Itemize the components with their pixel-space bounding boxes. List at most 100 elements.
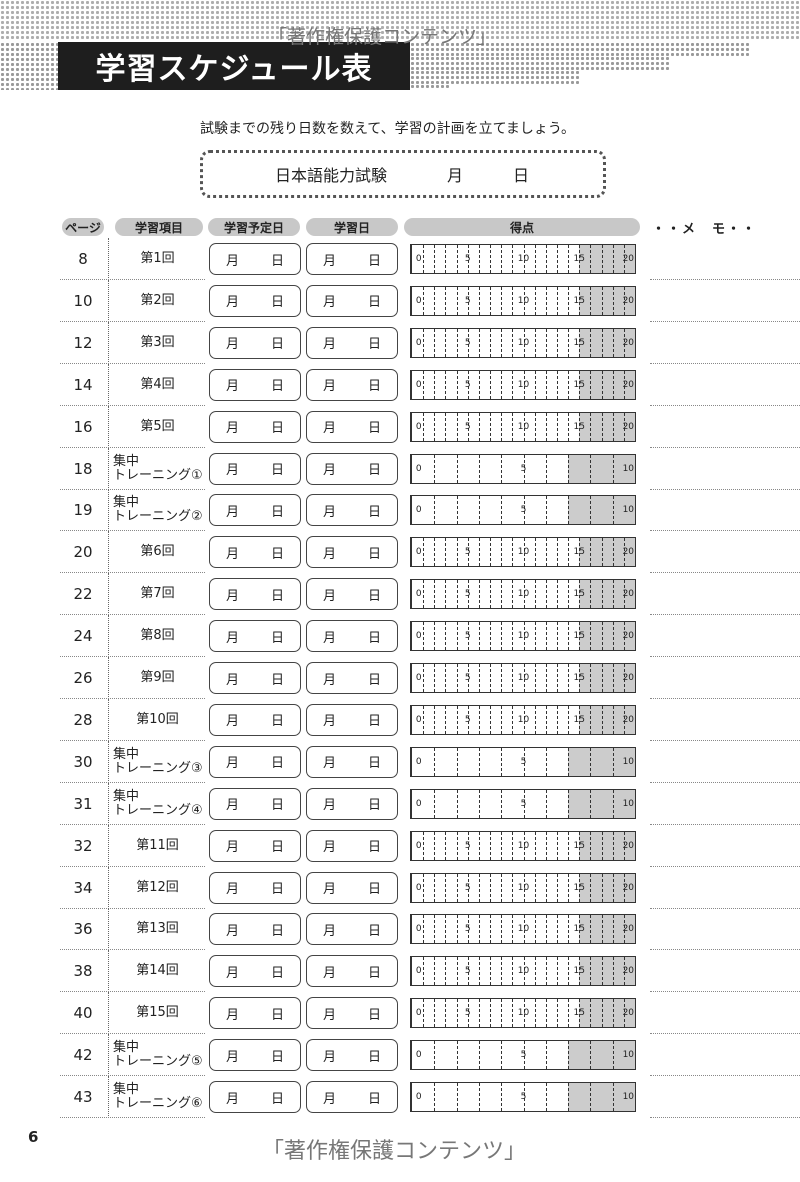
score-bar[interactable]: 0 5 10 15 20 xyxy=(410,244,636,274)
planned-date-field[interactable]: 月 日 xyxy=(209,620,301,653)
score-tick xyxy=(534,873,536,902)
memo-line[interactable] xyxy=(650,320,800,322)
exam-day[interactable]: 日 xyxy=(513,166,530,185)
memo-line[interactable] xyxy=(650,404,800,406)
memo-line[interactable] xyxy=(650,279,800,280)
planned-date-field[interactable]: 月 日 xyxy=(209,494,301,527)
studied-date-field[interactable]: 月 日 xyxy=(306,703,398,736)
memo-line[interactable] xyxy=(650,1075,800,1077)
memo-line[interactable] xyxy=(650,991,800,993)
planned-date-field[interactable]: 月 日 xyxy=(209,326,301,359)
studied-date-field[interactable]: 月 日 xyxy=(306,997,398,1030)
studied-date-field[interactable]: 月 日 xyxy=(306,620,398,653)
studied-date-field[interactable]: 月 日 xyxy=(306,368,398,401)
planned-date-field[interactable]: 月 日 xyxy=(209,1081,301,1113)
memo-line[interactable] xyxy=(650,530,800,532)
score-bar[interactable]: 0 5 10 15 20 xyxy=(410,369,636,400)
score-tick xyxy=(601,538,603,567)
studied-date-field[interactable]: 月 日 xyxy=(306,243,398,275)
planned-date-field[interactable]: 月 日 xyxy=(209,368,301,401)
memo-line[interactable] xyxy=(650,949,800,951)
score-tick xyxy=(512,873,514,902)
planned-date-field[interactable]: 月 日 xyxy=(209,829,301,862)
planned-date-field[interactable]: 月 日 xyxy=(209,452,301,485)
score-tick xyxy=(601,328,603,357)
planned-date-field[interactable]: 月 日 xyxy=(209,787,301,820)
score-bar[interactable]: 0 5 10 xyxy=(410,746,636,777)
day-label: 日 xyxy=(270,1049,284,1065)
score-bar[interactable]: 0 5 10 15 20 xyxy=(410,537,636,568)
memo-line[interactable] xyxy=(650,907,800,909)
planned-date-field[interactable]: 月 日 xyxy=(209,243,301,275)
planned-date-field[interactable]: 月 日 xyxy=(209,871,301,904)
score-bar[interactable]: 0 5 10 15 20 xyxy=(410,704,636,735)
memo-line[interactable] xyxy=(650,1033,800,1035)
score-bar[interactable]: 0 5 10 15 20 xyxy=(410,663,636,693)
row-divider xyxy=(60,949,205,951)
studied-date-field[interactable]: 月 日 xyxy=(306,745,398,778)
memo-line[interactable] xyxy=(650,739,800,741)
memo-line[interactable] xyxy=(650,1117,800,1118)
planned-date-field[interactable]: 月 日 xyxy=(209,284,301,317)
score-bar[interactable]: 0 5 10 15 20 xyxy=(410,327,636,358)
studied-date-field[interactable]: 月 日 xyxy=(306,578,398,611)
score-bar[interactable]: 0 5 10 15 20 xyxy=(410,914,636,945)
planned-date-field[interactable]: 月 日 xyxy=(209,410,301,443)
memo-line[interactable] xyxy=(650,781,800,783)
memo-line[interactable] xyxy=(650,698,800,699)
score-bar[interactable]: 0 5 10 15 20 xyxy=(410,579,636,610)
studied-date-field[interactable]: 月 日 xyxy=(306,536,398,569)
score-bar[interactable]: 0 5 10 xyxy=(410,495,636,526)
score-bar[interactable]: 0 5 10 15 20 xyxy=(410,285,636,316)
page-ref: 19 xyxy=(73,501,93,520)
score-bar[interactable]: 0 5 10 15 20 xyxy=(410,830,636,861)
month-label: 月 xyxy=(225,1091,239,1107)
studied-date-field[interactable]: 月 日 xyxy=(306,871,398,904)
target-zone xyxy=(579,622,635,651)
memo-line[interactable] xyxy=(650,865,800,867)
table-row: 36 第13回 月 日 月 日 0 5 10 15 20 xyxy=(0,908,800,951)
memo-line[interactable] xyxy=(650,488,800,490)
studied-date-field[interactable]: 月 日 xyxy=(306,452,398,485)
score-bar[interactable]: 0 5 10 15 20 xyxy=(410,998,636,1029)
planned-date-field[interactable]: 月 日 xyxy=(209,997,301,1030)
exam-month[interactable]: 月 xyxy=(447,166,464,185)
studied-date-field[interactable]: 月 日 xyxy=(306,829,398,862)
studied-date-field[interactable]: 月 日 xyxy=(306,494,398,527)
planned-date-field[interactable]: 月 日 xyxy=(209,662,301,694)
memo-line[interactable] xyxy=(650,362,800,364)
table-row: 43 集中 トレーニング⑥ 月 日 月 日 0 5 10 xyxy=(0,1076,800,1118)
score-bar[interactable]: 0 5 10 15 20 xyxy=(410,411,636,442)
studied-date-field[interactable]: 月 日 xyxy=(306,410,398,443)
planned-date-field[interactable]: 月 日 xyxy=(209,703,301,736)
memo-line[interactable] xyxy=(650,572,800,574)
studied-date-field[interactable]: 月 日 xyxy=(306,913,398,946)
studied-date-field[interactable]: 月 日 xyxy=(306,662,398,694)
memo-line[interactable] xyxy=(650,614,800,616)
planned-date-field[interactable]: 月 日 xyxy=(209,955,301,988)
page-ref: 40 xyxy=(73,1004,93,1023)
score-tick xyxy=(523,747,525,776)
planned-date-field[interactable]: 月 日 xyxy=(209,913,301,946)
score-bar[interactable]: 0 5 10 15 20 xyxy=(410,872,636,903)
score-bar[interactable]: 0 5 10 15 20 xyxy=(410,956,636,987)
planned-date-field[interactable]: 月 日 xyxy=(209,1039,301,1072)
score-bar[interactable]: 0 5 10 xyxy=(410,1040,636,1071)
studied-date-field[interactable]: 月 日 xyxy=(306,1039,398,1072)
planned-date-field[interactable]: 月 日 xyxy=(209,536,301,569)
studied-date-field[interactable]: 月 日 xyxy=(306,787,398,820)
memo-line[interactable] xyxy=(650,656,800,658)
score-bar[interactable]: 0 5 10 xyxy=(410,1082,636,1112)
score-tick xyxy=(434,705,436,734)
memo-line[interactable] xyxy=(650,823,800,825)
studied-date-field[interactable]: 月 日 xyxy=(306,1081,398,1113)
score-bar[interactable]: 0 5 10 xyxy=(410,453,636,484)
score-bar[interactable]: 0 5 10 15 20 xyxy=(410,621,636,652)
memo-line[interactable] xyxy=(650,446,800,448)
planned-date-field[interactable]: 月 日 xyxy=(209,578,301,611)
studied-date-field[interactable]: 月 日 xyxy=(306,326,398,359)
studied-date-field[interactable]: 月 日 xyxy=(306,284,398,317)
planned-date-field[interactable]: 月 日 xyxy=(209,745,301,778)
score-bar[interactable]: 0 5 10 xyxy=(410,788,636,819)
studied-date-field[interactable]: 月 日 xyxy=(306,955,398,988)
